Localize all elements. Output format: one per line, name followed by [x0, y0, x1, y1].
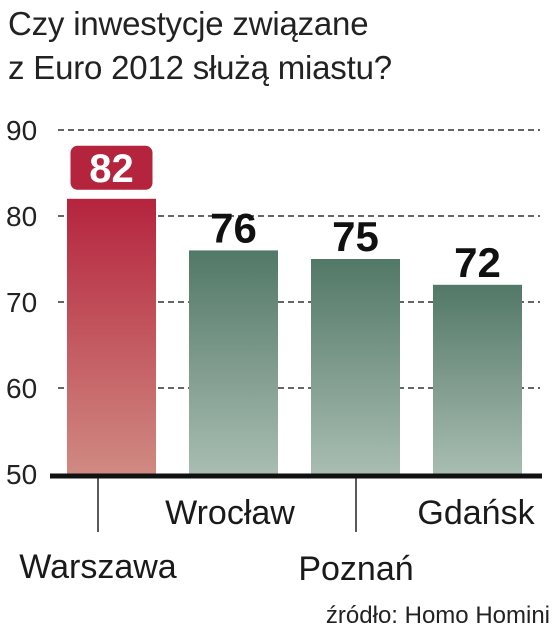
y-axis-ticks: 50 60 70 80 90 — [6, 115, 37, 490]
category-label: Wrocław — [165, 494, 295, 532]
source-note: źródło: Homo Homini — [325, 602, 550, 629]
category-label: Poznań — [298, 550, 413, 588]
y-tick-label: 70 — [6, 287, 37, 318]
y-tick-label: 80 — [6, 201, 37, 232]
value-label: 76 — [210, 204, 257, 251]
category-label: Gdańsk — [417, 494, 535, 532]
bar — [67, 198, 156, 475]
value-label: 75 — [332, 213, 379, 260]
value-label: 82 — [89, 147, 134, 191]
value-badge — [68, 143, 155, 192]
category-label: Warszawa — [19, 548, 177, 586]
bar-chart: 50 60 70 80 90 82 76 75 72 Warszawa WrocławPozna… — [6, 115, 542, 588]
bar — [189, 250, 278, 474]
value-labels: 82 76 75 72 — [68, 143, 501, 286]
value-label: 72 — [454, 239, 501, 286]
title-line-2: z Euro 2012 służą miastu? — [8, 49, 392, 86]
title-line-1: Czy inwestycje związane — [8, 5, 369, 42]
chart-title: Czy inwestycje związane z Euro 2012 służ… — [8, 2, 553, 90]
y-tick-label: 50 — [6, 459, 37, 490]
bar — [311, 259, 400, 474]
y-tick-label: 60 — [6, 373, 37, 404]
y-tick-label: 90 — [6, 115, 37, 146]
bars — [67, 198, 522, 475]
bar — [433, 284, 522, 474]
